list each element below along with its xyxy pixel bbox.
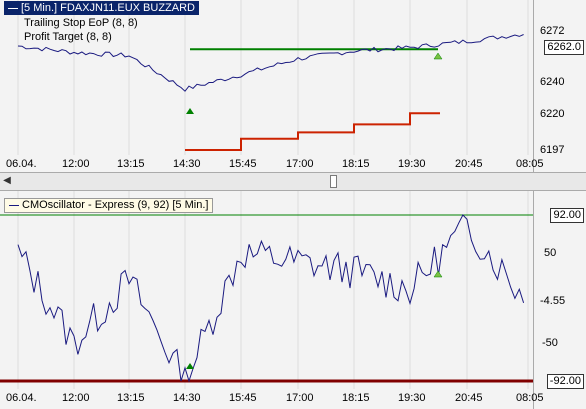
- osc-entry-arrow-icon: [186, 363, 194, 369]
- legend-profit-target[interactable]: Profit Target (8, 8): [24, 31, 112, 43]
- price-chart-panel[interactable]: 6272 6262.0 6240 6220 6197 [5 Min.] FDAX…: [0, 0, 586, 172]
- price-chart-plot[interactable]: [0, 0, 534, 172]
- oscillator-current-value: -4.55: [540, 295, 566, 307]
- x-axis-label: 19:30: [398, 392, 426, 404]
- price-tag: 6262.0: [544, 40, 584, 55]
- x-axis-label: 13:15: [117, 158, 145, 170]
- entry-arrow-icon: [186, 108, 194, 114]
- upper-band-tag: 92.00: [550, 208, 584, 223]
- price-tick: 6272: [540, 25, 565, 37]
- x-axis-label: 06.04.: [6, 392, 37, 404]
- oscillator-y-axis[interactable]: 92.00 50 -4.55 -50 -92.00: [533, 191, 586, 409]
- x-axis-label: 14:30: [173, 392, 201, 404]
- x-axis-label: 18:15: [342, 392, 370, 404]
- x-axis-label: 12:00: [62, 158, 90, 170]
- x-axis-label: 17:00: [286, 158, 314, 170]
- oscillator-plot[interactable]: [0, 191, 534, 409]
- x-axis-label: 17:00: [286, 392, 314, 404]
- horizontal-scrollbar[interactable]: ◀: [0, 172, 586, 191]
- oscillator-panel[interactable]: 92.00 50 -4.55 -50 -92.00 CMOscillator -…: [0, 191, 586, 409]
- oscillator-tick: -50: [542, 337, 558, 349]
- x-axis-label: 08:05: [516, 392, 544, 404]
- x-axis-label: 20:45: [455, 392, 483, 404]
- oscillator-line: [17, 214, 525, 383]
- x-axis-label: 15:45: [229, 392, 257, 404]
- price-tick: 6197: [540, 144, 565, 156]
- oscillator-grid: [17, 191, 529, 389]
- oscillator-tick: 50: [544, 247, 557, 259]
- legend-trailing-stop[interactable]: Trailing Stop EoP (8, 8): [24, 17, 138, 29]
- x-axis-label: 20:45: [455, 158, 483, 170]
- price-tick: 6240: [540, 76, 565, 88]
- scroll-thumb[interactable]: [330, 175, 337, 188]
- x-axis-label: 08:05: [516, 158, 544, 170]
- oscillator-title[interactable]: CMOscillator - Express (9, 92) [5 Min.]: [4, 198, 214, 213]
- x-axis-label: 18:15: [342, 158, 370, 170]
- trailing-stop-line: [185, 112, 440, 151]
- x-axis-label: 14:30: [173, 158, 201, 170]
- price-y-axis[interactable]: 6272 6262.0 6240 6220 6197: [533, 0, 586, 172]
- price-tick: 6220: [540, 108, 565, 120]
- price-line: [17, 34, 524, 92]
- x-axis-label: 19:30: [398, 158, 426, 170]
- exit-arrow-icon: [433, 52, 443, 60]
- chart-title[interactable]: [5 Min.] FDAXJN11.EUX BUZZARD: [4, 1, 199, 15]
- x-axis-label: 06.04.: [6, 158, 37, 170]
- lower-band-tag: -92.00: [546, 374, 584, 389]
- x-axis-label: 13:15: [117, 392, 145, 404]
- x-axis-label: 12:00: [62, 392, 90, 404]
- osc-exit-arrow-icon: [433, 270, 443, 278]
- x-axis-label: 15:45: [229, 158, 257, 170]
- scroll-left-icon[interactable]: ◀: [3, 175, 11, 186]
